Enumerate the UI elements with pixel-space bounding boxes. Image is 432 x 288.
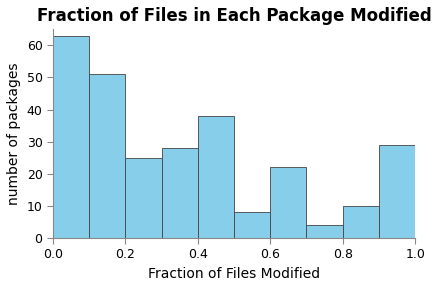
- Bar: [125, 158, 162, 238]
- Y-axis label: number of packages: number of packages: [7, 62, 21, 205]
- Bar: [162, 148, 198, 238]
- Bar: [234, 212, 270, 238]
- Bar: [53, 36, 89, 238]
- Bar: [270, 167, 306, 238]
- Bar: [379, 145, 415, 238]
- Bar: [198, 116, 234, 238]
- Title: Fraction of Files in Each Package Modified: Fraction of Files in Each Package Modifi…: [37, 7, 432, 25]
- Bar: [306, 225, 343, 238]
- X-axis label: Fraction of Files Modified: Fraction of Files Modified: [148, 267, 320, 281]
- Bar: [89, 74, 125, 238]
- Bar: [343, 206, 379, 238]
